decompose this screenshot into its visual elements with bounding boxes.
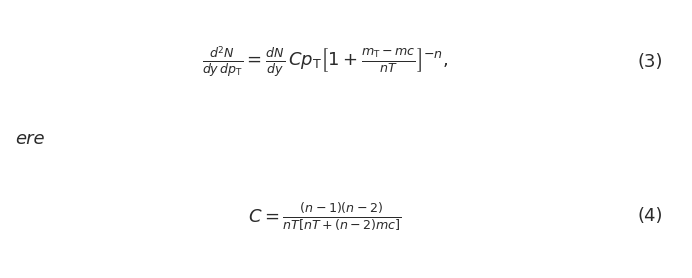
Text: (4): (4) xyxy=(637,207,663,225)
Text: $C = \frac{(n-1)(n-2)}{nT\left[nT + (n-2)mc\right]}$: $C = \frac{(n-1)(n-2)}{nT\left[nT + (n-2… xyxy=(248,201,402,232)
Text: $\frac{d^2N}{dy\,dp_{\mathrm{T}}} = \frac{dN}{dy}\,Cp_{\mathrm{T}}\left[1 + \fra: $\frac{d^2N}{dy\,dp_{\mathrm{T}}} = \fra… xyxy=(202,44,448,80)
Text: ere: ere xyxy=(15,130,45,148)
Text: (3): (3) xyxy=(637,53,663,71)
